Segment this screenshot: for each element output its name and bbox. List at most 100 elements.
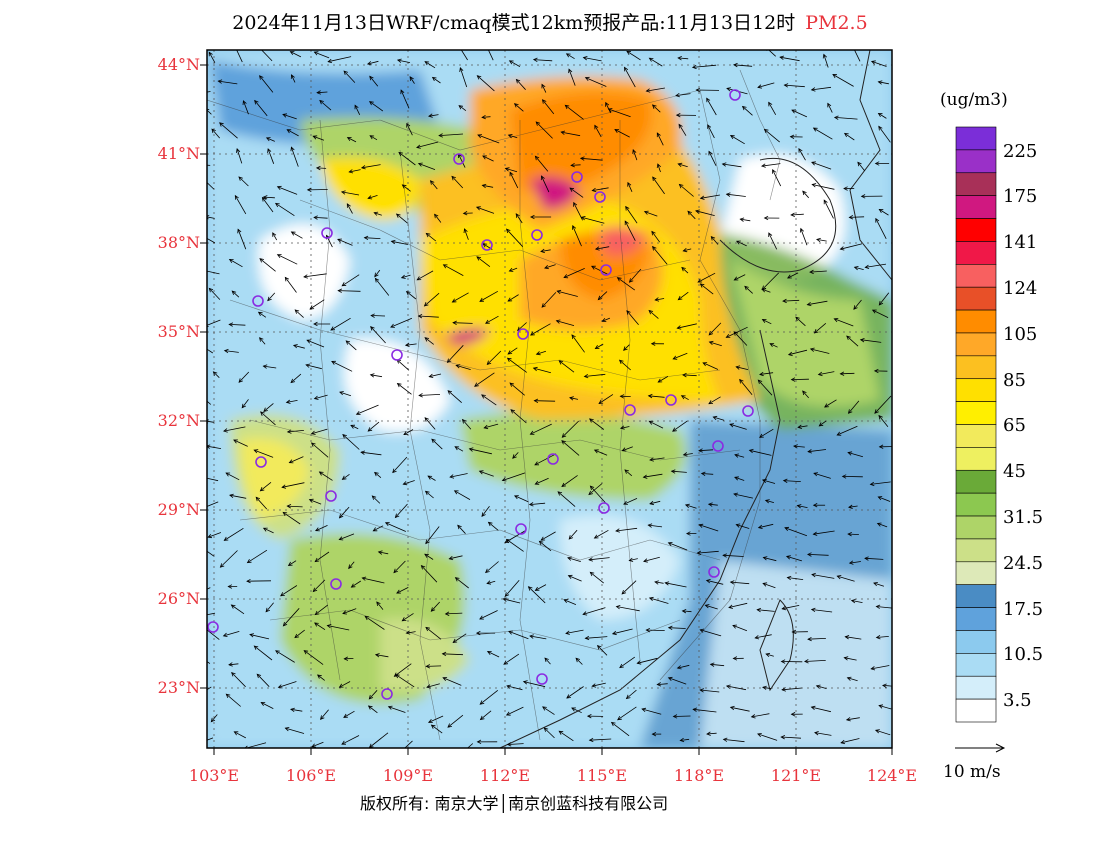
wind-arrow <box>238 371 250 383</box>
lat-label: 29°N <box>157 500 200 519</box>
wind-arrow <box>507 357 527 373</box>
wind-arrow <box>846 717 860 721</box>
wind-arrow <box>535 584 547 591</box>
wind-arrow <box>419 394 441 396</box>
wind-arrow <box>428 715 444 723</box>
wind-arrowhead <box>513 495 519 500</box>
wind-arrow <box>673 715 691 717</box>
wind-arrow <box>223 631 240 637</box>
wind-arrowhead <box>729 580 735 585</box>
wind-arrowhead <box>582 611 588 616</box>
wind-arrowhead <box>619 394 625 399</box>
wind-arrow <box>418 315 439 318</box>
wind-arrow <box>875 218 887 239</box>
wind-arrowhead <box>431 76 437 82</box>
wind-arrow <box>864 557 884 560</box>
wind-arrowhead <box>544 657 549 663</box>
wind-arrowhead <box>697 278 703 283</box>
wind-arrow <box>479 290 498 302</box>
wind-arrowhead <box>211 128 216 134</box>
wind-arrow <box>708 322 722 336</box>
wind-arrow <box>668 627 686 629</box>
wind-arrow <box>617 277 636 291</box>
wind-arrow <box>207 216 215 219</box>
wind-arrow <box>517 322 527 331</box>
wind-arrowhead <box>401 617 407 622</box>
wind-arrowhead <box>312 135 318 140</box>
wind-arrowhead <box>656 132 661 138</box>
wind-arrow <box>488 521 499 531</box>
wind-arrowhead <box>406 122 411 128</box>
wind-arrow <box>841 738 860 744</box>
wind-arrow <box>811 574 835 579</box>
axis-ticks <box>200 64 893 755</box>
wind-arrowhead <box>374 471 379 477</box>
wind-arrow <box>873 582 885 587</box>
wind-arrowhead <box>677 162 683 167</box>
wind-arrowhead <box>707 502 713 507</box>
wind-arrow <box>536 350 547 355</box>
wind-arrow <box>316 167 327 169</box>
wind-arrow <box>798 425 808 428</box>
wind-arrowhead <box>343 713 348 718</box>
wind-arrowhead <box>314 557 320 563</box>
wind-arrowhead <box>812 127 818 132</box>
wind-arrow <box>315 604 328 615</box>
wind-arrowhead <box>567 556 572 561</box>
wind-arrow <box>510 409 527 424</box>
wind-arrow <box>860 339 882 343</box>
wind-arrow <box>400 89 410 109</box>
wind-arrowhead <box>722 737 728 742</box>
wind-arrowhead <box>705 579 711 584</box>
wind-arrow <box>259 337 266 345</box>
wind-arrow <box>288 560 297 566</box>
wind-arrow <box>611 722 630 737</box>
wind-arrow <box>648 310 659 319</box>
wind-arrow <box>367 421 380 432</box>
wind-arrowhead <box>802 190 807 196</box>
city-marker <box>391 349 403 361</box>
wind-arrowhead <box>843 132 849 138</box>
wind-arrow <box>693 708 717 713</box>
wind-arrow <box>434 214 442 223</box>
wind-arrowhead <box>207 108 210 113</box>
wind-arrow <box>225 472 240 481</box>
wind-arrowhead <box>643 210 649 215</box>
wind-arrowhead <box>654 297 660 302</box>
wind-arrow <box>542 706 555 715</box>
wind-arrowhead <box>619 425 625 430</box>
wind-arrowhead <box>843 656 849 661</box>
wind-arrowhead <box>455 364 461 369</box>
wind-arrow <box>229 259 243 268</box>
wind-arrowhead <box>478 470 484 475</box>
wind-arrow <box>706 580 724 585</box>
wind-arrow <box>348 561 355 569</box>
wind-arrowhead <box>564 104 570 110</box>
wind-arrowhead <box>451 298 457 303</box>
wind-arrowhead <box>217 79 223 84</box>
wind-arrowhead <box>874 161 880 166</box>
wind-arrowhead <box>486 651 492 655</box>
wind-arrow <box>283 608 300 627</box>
wind-arrow <box>710 236 719 245</box>
city-marker <box>712 440 724 452</box>
wind-arrow <box>882 685 892 687</box>
wind-arrow <box>424 417 436 430</box>
wind-arrowhead <box>672 355 678 360</box>
wind-arrow <box>341 735 360 745</box>
wind-arrow <box>426 683 440 688</box>
wind-arrowhead <box>878 208 884 214</box>
wind-arrow <box>530 323 551 336</box>
wind-arrow <box>477 75 495 92</box>
wind-arrowhead <box>810 705 816 711</box>
wind-arrowhead <box>726 87 731 92</box>
wind-arrow <box>454 490 471 500</box>
wind-arrowhead <box>431 438 436 444</box>
wind-arrow <box>260 411 276 426</box>
wind-arrow <box>421 565 438 583</box>
wind-arrow <box>744 286 753 294</box>
wind-arrow <box>503 653 520 665</box>
wind-arrow <box>813 472 831 479</box>
wind-arrow <box>621 580 637 595</box>
wind-arrow <box>626 689 637 699</box>
